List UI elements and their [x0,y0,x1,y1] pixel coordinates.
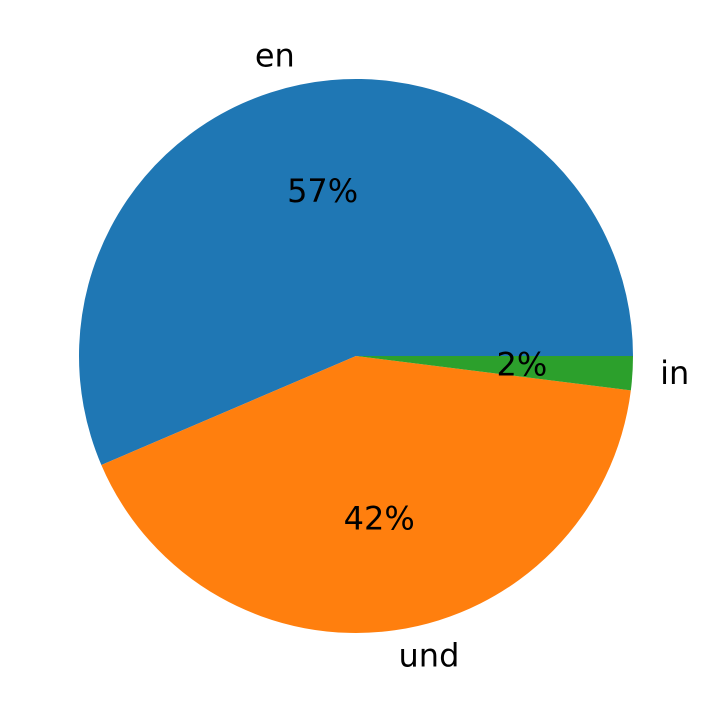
slice-label: und [399,637,460,675]
pie-slice [356,356,633,391]
pie-slice [78,78,634,465]
percent-label: 2% [496,345,547,383]
percent-label: 42% [344,500,415,538]
slice-label: en [255,37,295,75]
slice-label: in [660,354,689,392]
percent-label: 57% [287,172,358,210]
pie-slice [101,356,631,633]
